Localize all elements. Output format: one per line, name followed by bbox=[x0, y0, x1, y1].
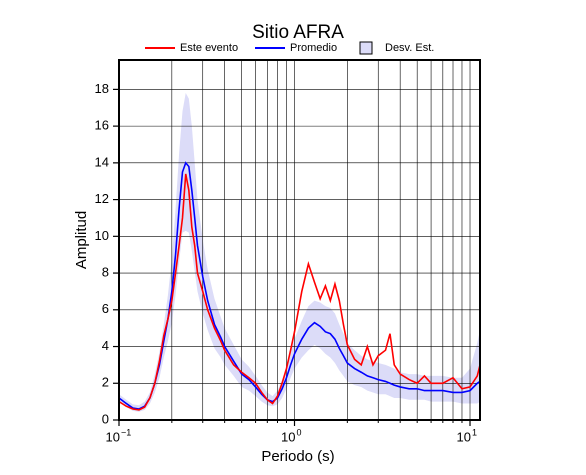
plot-frame bbox=[118, 59, 481, 421]
y-tick-label: 8 bbox=[102, 264, 109, 279]
x-tick-label: 10 bbox=[457, 429, 471, 444]
chart-title: Sitio AFRA bbox=[252, 22, 344, 43]
y-tick-label: 2 bbox=[102, 375, 109, 390]
x-tick-exponent: 0 bbox=[297, 427, 302, 437]
series-line bbox=[118, 161, 481, 410]
y-tick-label: 16 bbox=[95, 118, 109, 133]
legend-label: Promedio bbox=[290, 42, 337, 54]
std-band bbox=[119, 93, 480, 412]
y-tick-label: 18 bbox=[95, 81, 109, 96]
x-tick-label: 10 bbox=[281, 429, 295, 444]
x-tick-exponent: −1 bbox=[121, 427, 131, 437]
series-line bbox=[118, 173, 481, 411]
x-tick-label: 10 bbox=[106, 429, 120, 444]
y-tick-label: 0 bbox=[102, 411, 109, 426]
y-tick-label: 12 bbox=[95, 191, 109, 206]
legend-swatch bbox=[359, 41, 373, 55]
y-tick-label: 4 bbox=[102, 338, 109, 353]
y-tick-label: 6 bbox=[102, 301, 109, 316]
y-axis-label: Amplitud bbox=[73, 211, 90, 269]
legend-label: Este evento bbox=[180, 42, 238, 54]
y-tick-label: 14 bbox=[95, 154, 109, 169]
legend-label: Desv. Est. bbox=[385, 42, 434, 54]
x-tick-exponent: 1 bbox=[472, 427, 477, 437]
y-tick-label: 10 bbox=[95, 228, 109, 243]
x-axis-label: Periodo (s) bbox=[261, 448, 334, 465]
